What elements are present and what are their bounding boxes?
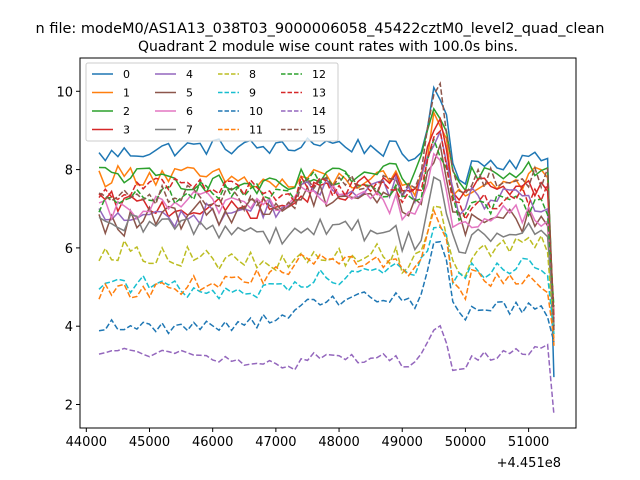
- legend-label: 9: [249, 87, 256, 100]
- series-line-7: [98, 176, 555, 327]
- legend-label: 4: [186, 68, 193, 81]
- legend-label: 8: [249, 68, 256, 81]
- x-tick-label: 48000: [318, 435, 359, 450]
- legend-label: 3: [123, 124, 130, 137]
- legend-label: 14: [312, 105, 326, 118]
- legend-label: 0: [123, 68, 130, 81]
- y-tick-label: 2: [65, 399, 73, 414]
- x-tick-label: 44000: [66, 435, 107, 450]
- legend-label: 1: [123, 87, 130, 100]
- x-axis-offset-label: +4.451e8: [497, 456, 561, 471]
- plot-series-group: [98, 81, 555, 415]
- x-tick-label: 45000: [129, 435, 170, 450]
- series-line-9: [98, 226, 555, 335]
- x-tick-label: 49000: [382, 435, 423, 450]
- legend-label: 6: [186, 105, 193, 118]
- x-axis: 44000 45000 46000 47000 48000 49000 50000 51000: [66, 428, 549, 450]
- series-line-4: [98, 129, 555, 323]
- series-line-10: [98, 240, 555, 343]
- legend-label: 10: [249, 105, 263, 118]
- x-tick-label: 46000: [192, 435, 233, 450]
- x-tick-label: 51000: [508, 435, 549, 450]
- series-line-14: [98, 324, 555, 415]
- legend-label: 12: [312, 68, 326, 81]
- y-tick-label: 4: [65, 320, 73, 335]
- legend-label: 2: [123, 105, 130, 118]
- series-line-13: [98, 129, 555, 319]
- y-axis: 2 4 6 8 10: [56, 85, 80, 414]
- figure-suptitle: n file: modeM0/AS1A13_038T03_9000006058_…: [36, 21, 605, 37]
- series-line-1: [98, 110, 555, 346]
- y-tick-label: 8: [65, 164, 73, 179]
- legend-label: 5: [186, 87, 193, 100]
- legend-box: [85, 62, 339, 142]
- series-line-8: [98, 205, 555, 335]
- legend-label: 13: [312, 87, 326, 100]
- series-line-15: [98, 81, 555, 331]
- y-tick-label: 10: [56, 85, 73, 100]
- legend-label: 11: [249, 124, 263, 137]
- legend-label: 15: [312, 124, 326, 137]
- y-tick-label: 6: [65, 242, 73, 257]
- plot-frame: [79, 57, 577, 429]
- x-tick-label: 50000: [445, 435, 486, 450]
- chart-title: Quadrant 2 module wise count rates with …: [138, 39, 518, 55]
- x-tick-label: 47000: [255, 435, 296, 450]
- legend-label: 7: [186, 124, 193, 137]
- series-line-5: [98, 141, 555, 327]
- series-line-11: [98, 208, 555, 339]
- series-line-3: [98, 116, 555, 315]
